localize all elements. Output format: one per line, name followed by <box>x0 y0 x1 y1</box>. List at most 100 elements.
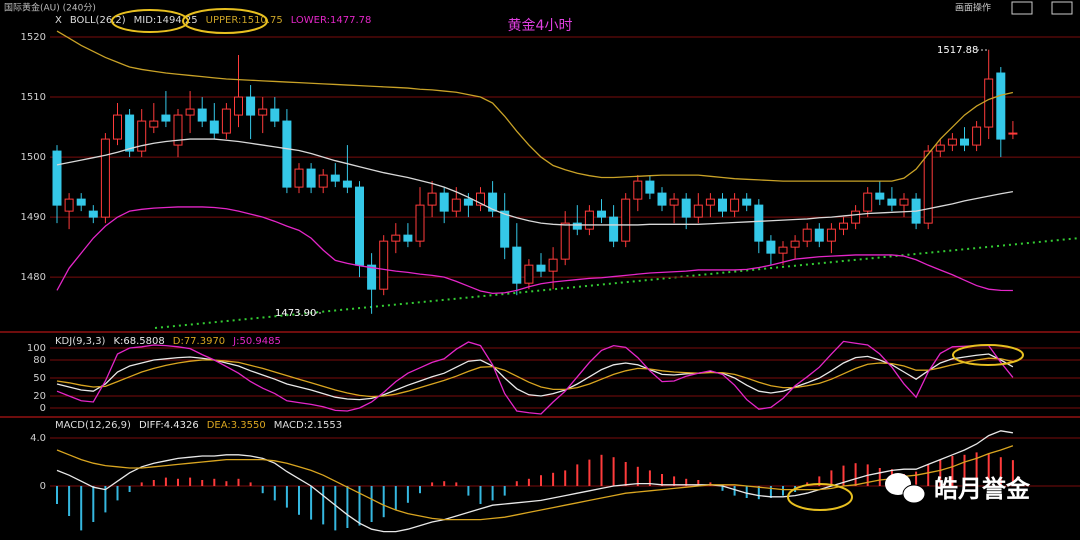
candle-body <box>597 210 606 218</box>
candle-body <box>367 264 377 290</box>
y-tick-label: 1500 <box>21 152 46 163</box>
candle-body <box>851 210 861 224</box>
candle-body <box>512 246 522 284</box>
legend-entry: LOWER:1477.78 <box>291 15 372 26</box>
candle-body <box>149 120 159 128</box>
candle-body <box>984 78 994 128</box>
candle-body <box>427 192 437 206</box>
candle-body <box>669 198 679 206</box>
candle-body <box>960 138 969 146</box>
candle-body <box>996 72 1006 140</box>
candle-body <box>161 114 171 122</box>
y-tick-label: 1490 <box>21 212 46 223</box>
legend: X BOLL(26,2) MID:1494.25 UPPER:1510.75 LOWER… <box>55 15 371 26</box>
candle-body <box>645 180 655 194</box>
y-tick-label: 1520 <box>21 32 46 43</box>
candle-body <box>246 96 256 116</box>
watermark-icon <box>902 484 926 504</box>
candle-body <box>754 204 764 242</box>
candle-body <box>621 198 631 242</box>
instrument-title: 国际黄金(AU) (240分) <box>4 2 96 14</box>
candle-body <box>766 240 776 254</box>
toolbar-icon[interactable] <box>1051 1 1073 15</box>
indicator-line <box>56 357 1014 398</box>
candle-body <box>306 168 316 188</box>
legend-entry: MID:1494.25 <box>134 15 198 26</box>
y-tick-label: 20 <box>33 391 46 402</box>
candle-body <box>863 192 873 212</box>
candle-body <box>100 138 110 218</box>
candle-body <box>463 198 473 206</box>
candle-body <box>633 180 643 200</box>
indicator-line <box>56 353 1014 401</box>
legend-entry: J:50.9485 <box>232 336 281 347</box>
indicator-line <box>56 430 1014 533</box>
legend-entry: BOLL(26,2) <box>70 15 126 26</box>
candle-body <box>439 192 449 212</box>
candle-body <box>258 108 268 116</box>
candle-body <box>52 150 62 206</box>
candle-body <box>826 228 836 242</box>
highlight-ring <box>111 9 189 33</box>
candle-body <box>476 192 485 206</box>
y-tick-label: 100 <box>27 343 46 354</box>
y-tick-label: 80 <box>33 355 46 366</box>
legend-entry: K:68.5808 <box>113 336 164 347</box>
candle-body <box>330 174 340 182</box>
candle-body <box>294 168 304 188</box>
candle-body <box>560 222 570 260</box>
trend-line <box>154 237 1080 329</box>
y-tick-label: 50 <box>33 373 46 384</box>
candle-body <box>584 210 594 230</box>
candle-body <box>718 198 727 212</box>
candle-body <box>234 96 243 116</box>
annotation: 1517.88 <box>937 45 978 56</box>
candle-body <box>342 180 352 188</box>
candle-body <box>270 108 280 122</box>
toolbar-label[interactable]: 画面操作 <box>955 2 991 14</box>
legend-entry: MACD:2.1553 <box>274 420 342 431</box>
candle-body <box>125 114 135 152</box>
legend: MACD(12,26,9) DIFF:4.4326 DEA:3.3550 MACD:2… <box>55 420 342 431</box>
candle-body <box>814 228 824 242</box>
candle-body <box>681 198 691 218</box>
indicator-line <box>56 30 1014 182</box>
candle-body <box>730 198 740 212</box>
candle-body <box>173 114 183 146</box>
candle-body <box>548 258 558 272</box>
legend-entry: MACD(12,26,9) <box>55 420 131 431</box>
candle-body <box>355 186 364 266</box>
candle-body <box>1008 132 1018 135</box>
indicator-line <box>56 138 1014 226</box>
y-tick-label: 1480 <box>21 272 46 283</box>
toolbar-icon[interactable] <box>1011 1 1033 15</box>
highlight-ring <box>787 483 853 511</box>
candle-body <box>403 234 413 242</box>
legend-entry: X <box>55 15 62 26</box>
candle-body <box>802 228 812 242</box>
chart-title: 黄金4小时 <box>508 17 573 34</box>
candle-body <box>391 234 401 242</box>
candle-body <box>657 192 667 206</box>
candle-body <box>935 144 945 152</box>
legend: KDJ(9,3,3) K:68.5808 D:77.3970 J:50.9485 <box>55 336 281 347</box>
candle-body <box>790 240 800 248</box>
y-tick-label: 4.0 <box>30 433 46 444</box>
legend-entry: DIFF:4.4326 <box>139 420 199 431</box>
candle-body <box>137 120 147 152</box>
legend-entry: D:77.3970 <box>173 336 225 347</box>
candle-body <box>209 120 219 134</box>
candle-body <box>693 204 703 218</box>
candle-body <box>76 198 86 206</box>
candle-body <box>887 198 897 206</box>
candle-body <box>221 108 231 134</box>
candle-body <box>113 114 122 140</box>
highlight-ring <box>952 344 1024 366</box>
candle-body <box>64 198 74 212</box>
legend-entry: UPPER:1510.75 <box>206 15 283 26</box>
candle-body <box>536 264 546 272</box>
candle-body <box>572 222 582 230</box>
candle-body <box>742 198 752 206</box>
candle-body <box>947 138 957 146</box>
